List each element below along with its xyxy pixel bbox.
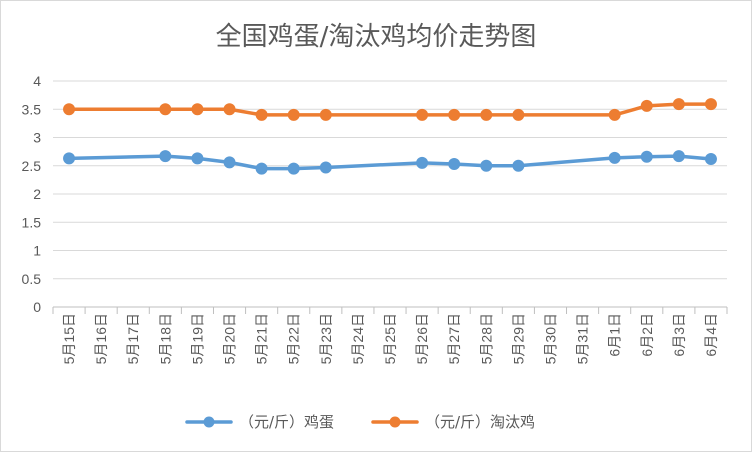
y-tick-label: 1.5 — [22, 214, 42, 230]
axes: 0 0.5 1 1.5 2 2.5 3 3.5 4 5月15日 5月16日 5月17日 5月18日 5月1… — [22, 73, 728, 364]
x-tick-label: 5月22日 — [286, 313, 302, 364]
series-lines — [63, 98, 717, 175]
series-1-point — [608, 151, 621, 164]
x-tick-label: 5月18日 — [157, 313, 173, 364]
series-2-point — [480, 108, 493, 121]
series-1-point — [480, 159, 493, 172]
y-tick-label: 0.5 — [22, 271, 42, 287]
x-tick-label: 5月23日 — [318, 313, 334, 364]
series-2-point — [608, 108, 621, 121]
series-2-point — [223, 103, 236, 116]
series-1-point — [223, 156, 236, 169]
x-tick-label: 5月24日 — [350, 313, 366, 364]
series-1-point — [416, 156, 429, 169]
series-1-point — [287, 162, 300, 175]
series-1-point — [640, 150, 653, 163]
series-1-point — [704, 152, 717, 165]
x-tick-label: 5月27日 — [446, 313, 462, 364]
x-tick-label: 5月20日 — [222, 313, 238, 364]
chart-title: 全国鸡蛋/淘汰鸡均价走势图 — [216, 22, 537, 52]
series-2-point — [640, 99, 653, 112]
legend: （元/斤）鸡蛋 （元/斤）淘汰鸡 — [185, 413, 535, 431]
series-2-point — [191, 103, 204, 116]
series-2-point — [255, 108, 268, 121]
series-1-point — [255, 162, 268, 175]
x-tick-label: 5月31日 — [575, 313, 591, 364]
series-1-point — [319, 161, 332, 174]
series-1-point — [63, 152, 76, 165]
series-1-point — [159, 150, 172, 163]
series-2-point — [512, 108, 525, 121]
x-tick-label: 5月28日 — [478, 313, 494, 364]
series-2-point — [319, 108, 332, 121]
x-tick-label: 5月25日 — [382, 313, 398, 364]
x-tick-label: 5月15日 — [61, 313, 77, 364]
legend-marker-1 — [203, 416, 215, 428]
legend-label-1: （元/斤）鸡蛋 — [239, 413, 334, 431]
series-2-point — [672, 98, 685, 111]
y-tick-label: 2 — [33, 186, 41, 202]
y-tick-label: 4 — [33, 73, 41, 89]
x-tick-label: 5月29日 — [510, 313, 526, 364]
legend-label-2: （元/斤）淘汰鸡 — [425, 413, 535, 431]
series-2-point — [287, 108, 300, 121]
series-2-point — [416, 108, 429, 121]
y-tick-label: 3.5 — [22, 101, 42, 117]
series-1-point — [191, 152, 204, 165]
x-tick-label: 5月17日 — [125, 313, 141, 364]
series-2-point — [448, 108, 461, 121]
x-tick-label: 6月4日 — [703, 313, 719, 357]
legend-marker-2 — [389, 416, 401, 428]
x-tick-label: 5月19日 — [189, 313, 205, 364]
x-tick-label: 5月21日 — [254, 313, 270, 364]
y-tick-label: 2.5 — [22, 158, 42, 174]
series-2-point — [159, 103, 172, 116]
x-tick-label: 5月30日 — [542, 313, 558, 364]
x-tick-label: 5月16日 — [93, 313, 109, 364]
series-1-point — [672, 150, 685, 163]
y-tick-label: 1 — [33, 243, 41, 259]
x-tick-label: 6月2日 — [639, 313, 655, 357]
series-1-point — [512, 159, 525, 172]
series-2-point — [704, 98, 717, 111]
x-tick-label: 6月3日 — [671, 313, 687, 357]
x-tick-label: 6月1日 — [607, 313, 623, 357]
series-2-point — [63, 103, 76, 116]
x-tick-label: 5月26日 — [414, 313, 430, 364]
series-1-point — [448, 158, 461, 171]
y-tick-label: 0 — [33, 299, 41, 315]
y-tick-label: 3 — [33, 130, 41, 146]
